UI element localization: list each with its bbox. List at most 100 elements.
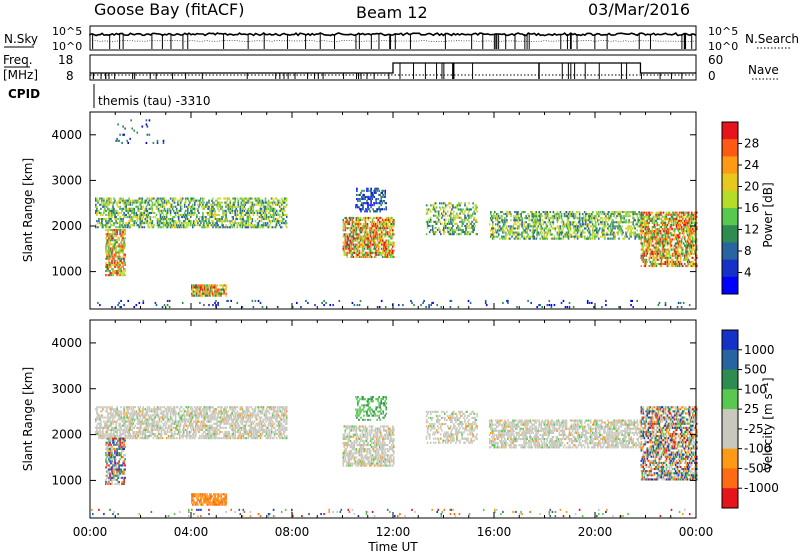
range-gate-cell	[502, 221, 504, 224]
range-gate-cell	[108, 259, 110, 262]
range-gate-cell	[595, 225, 597, 228]
range-gate-cell	[138, 226, 141, 229]
range-gate-cell	[686, 234, 689, 237]
range-gate-cell	[437, 212, 440, 215]
range-gate-cell	[284, 213, 287, 216]
range-gate-cell	[390, 218, 392, 221]
range-gate-cell	[669, 242, 672, 245]
range-gate-cell	[292, 306, 294, 309]
range-gate-cell	[605, 215, 607, 218]
range-gate-cell	[188, 224, 190, 227]
range-gate-cell	[685, 242, 688, 245]
range-gate-cell	[110, 274, 112, 277]
range-gate-cell	[642, 250, 645, 253]
range-gate-cell	[118, 237, 120, 240]
range-gate-cell	[209, 294, 211, 297]
range-gate-cell	[392, 251, 394, 254]
range-gate-cell	[693, 213, 695, 216]
range-gate-cell	[384, 253, 387, 256]
range-gate-cell	[262, 218, 265, 221]
range-gate-cell	[115, 272, 117, 275]
range-gate-cell	[676, 236, 679, 239]
range-gate-cell	[376, 218, 379, 221]
range-gate-cell	[534, 229, 536, 232]
range-gate-cell	[611, 223, 613, 226]
range-gate-cell	[536, 229, 538, 232]
range-gate-cell	[109, 201, 111, 204]
range-gate-cell	[366, 202, 368, 205]
range-gate-cell	[184, 216, 187, 219]
range-gate-cell	[177, 213, 180, 216]
range-gate-cell	[636, 215, 638, 218]
range-gate-cell	[229, 207, 231, 210]
range-gate-cell	[429, 216, 432, 219]
range-gate-cell	[148, 119, 151, 122]
range-gate-cell	[529, 229, 531, 232]
range-gate-cell	[673, 244, 676, 247]
range-gate-cell	[450, 233, 452, 236]
range-gate-cell	[647, 232, 650, 235]
range-gate-cell	[147, 224, 150, 227]
range-gate-cell	[625, 215, 627, 218]
range-gate-cell	[106, 243, 108, 246]
range-gate-cell	[110, 229, 112, 232]
range-gate-cell	[138, 301, 141, 304]
range-gate-cell	[255, 209, 258, 212]
range-gate-cell	[112, 243, 114, 246]
range-gate-cell	[378, 245, 381, 248]
range-gate-cell	[214, 288, 216, 291]
range-gate-cell	[114, 239, 116, 242]
range-gate-cell	[443, 233, 445, 236]
range-gate-cell	[355, 221, 358, 224]
range-gate-cell	[105, 263, 107, 266]
range-gate-cell	[196, 292, 198, 295]
range-gate-cell	[342, 247, 345, 250]
range-gate-cell	[654, 262, 657, 265]
range-gate-cell	[685, 248, 688, 251]
range-gate-cell	[224, 288, 226, 291]
range-gate-cell	[378, 216, 381, 219]
range-gate-cell	[391, 223, 393, 226]
range-gate-cell	[528, 237, 530, 240]
range-gate-cell	[570, 215, 573, 218]
range-gate-cell	[192, 203, 194, 206]
range-gate-cell	[380, 243, 383, 246]
range-gate-cell	[195, 199, 197, 202]
range-gate-cell	[219, 201, 221, 204]
range-gate-cell	[140, 205, 143, 208]
range-gate-cell	[381, 237, 384, 240]
range-gate-cell	[363, 239, 366, 242]
range-gate-cell	[119, 226, 121, 229]
range-gate-cell	[174, 226, 177, 229]
range-gate-cell	[192, 224, 194, 227]
range-gate-cell	[659, 240, 662, 243]
range-gate-cell	[656, 234, 659, 237]
range-gate-cell	[681, 217, 684, 220]
range-gate-cell	[686, 240, 689, 243]
range-gate-cell	[604, 217, 606, 220]
range-gate-cell	[518, 217, 520, 220]
range-gate-cell	[684, 248, 687, 251]
range-gate-cell	[123, 199, 125, 202]
range-gate-cell	[163, 199, 166, 202]
range-gate-cell	[188, 220, 190, 223]
range-gate-cell	[696, 248, 698, 251]
range-gate-cell	[211, 205, 213, 208]
range-gate-cell	[472, 229, 474, 232]
range-gate-cell	[132, 211, 134, 214]
range-gate-cell	[116, 222, 118, 225]
range-gate-cell	[106, 265, 108, 268]
range-gate-cell	[234, 211, 236, 214]
range-gate-cell	[567, 229, 570, 232]
range-gate-cell	[558, 217, 561, 220]
range-gate-cell	[155, 199, 158, 202]
range-gate-cell	[239, 218, 242, 221]
range-gate-cell	[370, 225, 373, 228]
range-gate-cell	[118, 261, 120, 264]
range-gate-cell	[579, 225, 582, 228]
range-gate-cell	[219, 203, 221, 206]
range-gate-cell	[188, 218, 190, 221]
range-gate-cell	[123, 229, 125, 232]
range-gate-cell	[651, 238, 654, 241]
range-gate-cell	[659, 238, 662, 241]
